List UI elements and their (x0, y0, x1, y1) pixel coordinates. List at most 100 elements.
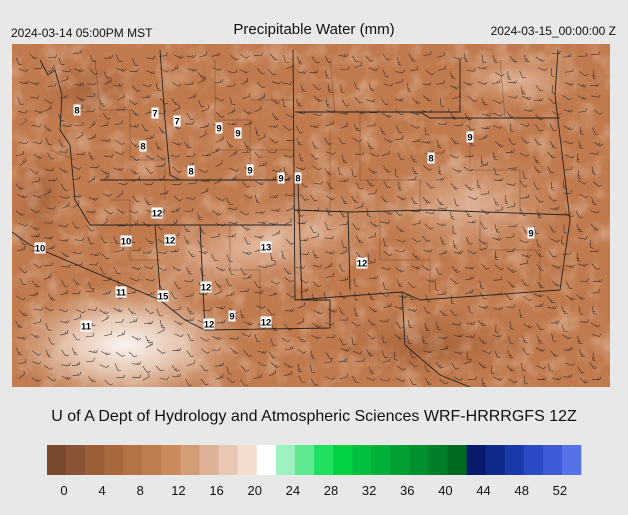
wind-barb (72, 221, 80, 229)
wind-barb (380, 98, 389, 106)
wind-barb (507, 267, 517, 273)
station-value-box (277, 172, 285, 184)
wind-barb (33, 65, 43, 70)
wind-barb (355, 110, 366, 115)
wind-barb (72, 333, 81, 341)
wind-barb (18, 358, 27, 365)
wind-barb (440, 236, 447, 245)
wind-barb (104, 330, 113, 337)
station-value-text: 8 (188, 167, 193, 178)
wind-barb (199, 336, 210, 342)
station-value-box (173, 115, 181, 127)
colorbar-tick-label: 24 (286, 483, 300, 498)
wind-barb (299, 181, 309, 188)
wind-barb (269, 138, 279, 144)
station-value-box (466, 131, 474, 143)
wind-barb (173, 104, 181, 112)
wind-barb (327, 84, 333, 93)
wind-barb (254, 290, 264, 294)
wind-barb (382, 113, 392, 118)
wind-barb (423, 349, 433, 354)
wind-barb (507, 166, 517, 170)
wind-barb (268, 351, 277, 359)
station-value: 12 (164, 234, 176, 247)
wind-barb (537, 209, 542, 219)
wind-barb (352, 138, 362, 143)
wind-barb (15, 210, 25, 216)
wind-barb (174, 54, 184, 59)
wind-barb (339, 291, 347, 299)
wind-barb (184, 317, 195, 321)
terrain-texture (12, 44, 610, 387)
wind-barb (145, 291, 155, 295)
wind-barb (351, 375, 360, 383)
wind-barb (283, 370, 292, 377)
wind-barb (58, 139, 66, 147)
colorbar-tick-label: 32 (362, 483, 376, 498)
wind-barb (506, 110, 514, 118)
wind-barb (563, 224, 567, 234)
wind-barb (313, 309, 323, 315)
wind-barb (438, 336, 448, 340)
wind-barb (493, 291, 502, 296)
wind-barb (577, 180, 588, 185)
wind-barb (508, 138, 516, 145)
wind-barb (551, 264, 561, 269)
wind-barb (296, 111, 307, 115)
wind-barb (102, 193, 112, 197)
wind-barb (579, 377, 589, 384)
wind-barb (438, 206, 448, 210)
station-value: 9 (246, 164, 254, 177)
wind-barb (437, 121, 448, 125)
wind-barb (115, 54, 123, 62)
wind-barb (521, 95, 532, 100)
station-value-box (294, 172, 302, 184)
wind-barb (338, 358, 348, 363)
wind-barb (310, 364, 316, 373)
wind-barb (200, 267, 206, 276)
wind-barb (132, 58, 139, 66)
wind-barb (407, 319, 413, 329)
colorbar-swatch (161, 445, 181, 475)
station-value-text: 12 (165, 236, 176, 247)
wind-barb (465, 209, 472, 217)
wind-barb (211, 347, 221, 351)
wind-barb (453, 240, 458, 249)
wind-barb (225, 291, 235, 297)
station-value-box (260, 241, 272, 253)
station-value: 9 (527, 227, 535, 240)
wind-barb (143, 320, 153, 325)
wind-barb (86, 357, 95, 363)
wind-barb (101, 253, 110, 260)
wind-barb (268, 69, 277, 76)
wind-barb (440, 98, 445, 107)
wind-barb (256, 68, 265, 75)
wind-barb (449, 211, 456, 220)
wind-barb (255, 127, 261, 136)
wind-barb (351, 55, 360, 63)
station-value: 9 (234, 127, 242, 140)
wind-barb (564, 211, 574, 218)
wind-barb (129, 168, 139, 175)
wind-barb (226, 366, 232, 375)
wind-barb (520, 123, 530, 127)
wind-barb (577, 83, 587, 88)
wind-barb (244, 236, 251, 245)
wind-barb (295, 265, 306, 269)
wind-barb (351, 336, 357, 346)
wind-barb (229, 149, 237, 157)
wind-barb (311, 56, 320, 64)
wind-barb (351, 321, 361, 327)
wind-barb (579, 193, 589, 199)
wind-barb (311, 293, 318, 302)
wind-barb (19, 81, 30, 85)
wind-barb (589, 248, 599, 253)
station-value: 8 (139, 140, 147, 153)
wind-barb (254, 235, 264, 239)
wind-barb (285, 63, 294, 69)
wind-barb (506, 202, 516, 208)
wind-barb (156, 308, 163, 317)
wind-barb (481, 97, 488, 106)
wind-barb (493, 376, 503, 381)
wind-barb (186, 54, 196, 58)
